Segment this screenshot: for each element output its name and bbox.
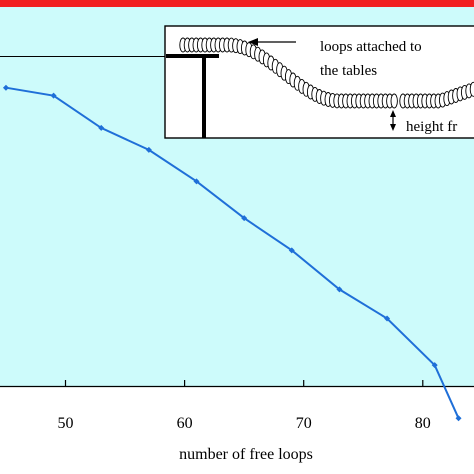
data-point [241, 215, 248, 222]
data-point [455, 415, 462, 422]
data-point [336, 286, 343, 293]
inset-label-height: height fr [406, 119, 457, 135]
loops-arrowhead [248, 38, 258, 46]
data-point [2, 84, 9, 91]
loop-chain [179, 37, 474, 109]
x-tick-label: 60 [177, 415, 193, 432]
top-band [0, 0, 474, 7]
data-point [384, 315, 391, 322]
data-point [50, 92, 57, 99]
height-arrowhead-up [390, 110, 396, 117]
inset-diagram: loops attached to the tables height fr [0, 25, 474, 139]
loop-ring [469, 81, 474, 97]
loop-ring [390, 93, 398, 109]
x-tick-label: 70 [296, 415, 312, 432]
data-point [193, 178, 200, 185]
data-point [145, 146, 152, 153]
data-point [288, 247, 295, 254]
data-point [431, 362, 438, 369]
x-ticks: 50 60 70 80 [58, 380, 431, 432]
series-group [2, 84, 462, 422]
x-axis-title: number of free loops [179, 446, 313, 463]
x-tick-label: 80 [415, 415, 431, 432]
table-leg [202, 57, 206, 138]
x-tick-label: 50 [58, 415, 74, 432]
height-arrowhead-down [390, 124, 396, 131]
inset-label-loops: loops attached to [320, 39, 422, 55]
table-top [166, 54, 219, 58]
inset-label-tables: the tables [320, 63, 377, 79]
data-point [98, 124, 105, 131]
